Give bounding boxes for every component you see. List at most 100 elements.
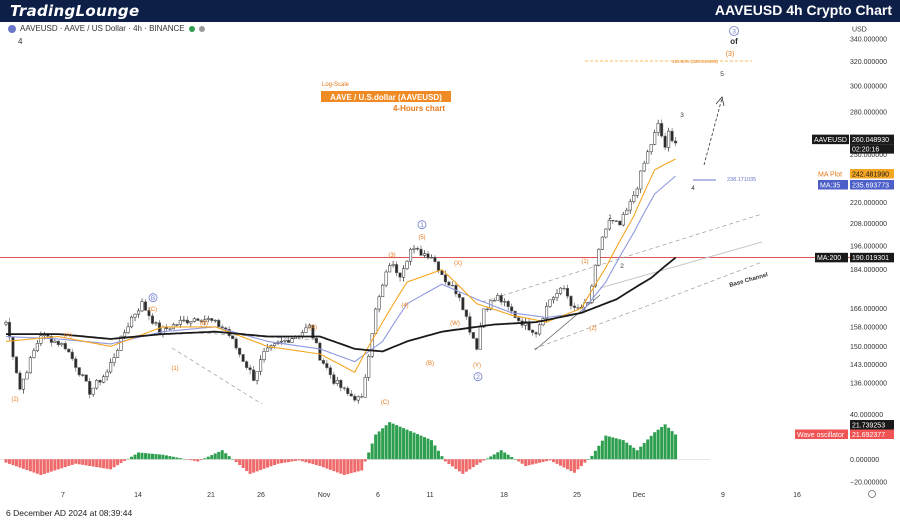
osc-value-tag-bg [850, 429, 894, 439]
base-channel-label: Base Channel [729, 272, 769, 289]
osc-bar [367, 452, 371, 460]
wave-label: 2 [476, 374, 480, 381]
symbol-icon [8, 24, 16, 33]
candle-body [129, 316, 134, 328]
osc-bar [513, 459, 517, 460]
osc-bar [231, 459, 235, 460]
osc-bar [39, 459, 43, 475]
candle-body [25, 372, 29, 380]
candle-body [391, 264, 395, 266]
candle-body [53, 340, 57, 343]
top-paren-3: (3) [726, 51, 735, 58]
osc-bar [457, 459, 461, 472]
wave-label: B [151, 295, 155, 302]
osc-bar [77, 459, 81, 465]
osc-bar [353, 459, 357, 473]
candle-body [534, 332, 538, 335]
symbol-info[interactable]: AAVEUSD · AAVE / US Dollar · 4h · BINANC… [8, 24, 205, 33]
usd-label: USD [852, 26, 867, 33]
wave-label: 1 [420, 222, 424, 229]
osc-bar [642, 443, 646, 460]
channel-lower-line [533, 261, 763, 350]
candle-body [572, 305, 577, 308]
osc-bar [377, 431, 381, 460]
candle-body [628, 201, 632, 211]
wave-label: 5 [720, 71, 724, 78]
candle-body [618, 220, 622, 226]
osc-bar [384, 425, 388, 460]
candle-body [422, 253, 427, 256]
osc-bar [450, 459, 454, 467]
candle-body [600, 236, 604, 250]
osc-bar [157, 454, 161, 460]
osc-bar [541, 459, 545, 462]
candle-body [405, 260, 409, 269]
osc-bar [213, 453, 217, 460]
candle-body [363, 377, 367, 398]
osc-bar [335, 459, 339, 473]
time-tick-label: 18 [500, 492, 508, 499]
osc-bar [126, 458, 130, 460]
osc-bar [95, 459, 99, 468]
osc-bar [478, 459, 482, 463]
candle-body [513, 310, 517, 318]
candle-body [321, 360, 325, 364]
fib-label: 423.60% (320.844065) [672, 59, 718, 64]
candle-body [356, 396, 360, 401]
candle-body [450, 284, 454, 287]
candle-body [133, 313, 137, 318]
candle-body [32, 350, 36, 358]
projection-line [703, 97, 723, 166]
candle-body [593, 264, 597, 287]
candle-body [143, 301, 148, 311]
osc-bar [496, 452, 500, 460]
osc-bar [234, 459, 238, 463]
candle-body [468, 316, 472, 333]
osc-bar [199, 459, 203, 460]
osc-bar [416, 434, 420, 460]
candle-body [646, 151, 650, 164]
osc-bar [273, 459, 277, 466]
candle-body [140, 301, 144, 312]
candle-body [245, 361, 249, 368]
osc-bar [520, 459, 524, 464]
candle-body [185, 319, 189, 324]
candle-body [325, 363, 329, 368]
ma200-line [6, 256, 677, 353]
osc-bar [663, 424, 667, 460]
candle-body [653, 132, 657, 145]
osc-bar [342, 459, 346, 475]
candle-body [175, 324, 179, 326]
osc-bar [286, 459, 290, 463]
candle-body [39, 335, 43, 344]
osc-bar [468, 459, 472, 470]
osc-bar [388, 422, 392, 460]
osc-bar [252, 459, 256, 473]
candle-body [63, 343, 67, 350]
top-of-label: of [730, 37, 738, 46]
osc-bar [534, 459, 538, 464]
moving-averages [5, 158, 677, 374]
osc-bar [674, 434, 678, 460]
candle-body [154, 322, 158, 324]
osc-bar [524, 459, 528, 466]
candle-body [670, 130, 674, 142]
osc-bar [147, 453, 151, 460]
candle-body [91, 387, 95, 395]
ma35-value-tag-bg [850, 180, 894, 190]
osc-bar [269, 459, 273, 467]
osc-bar [332, 459, 336, 472]
osc-bar [621, 440, 625, 460]
wave-label: (2) [11, 397, 18, 403]
candle-body [14, 356, 19, 374]
candle-body [538, 324, 542, 335]
osc-bar [56, 459, 60, 470]
candle-body [667, 130, 671, 148]
countdown-tag: 02:20:16 [852, 147, 879, 154]
top-circle-badge [729, 26, 739, 36]
osc-bar [266, 459, 270, 468]
osc-bar [531, 459, 535, 465]
price-chart[interactable]: Log-Scale AAVE / U.S.dollar (AAVEUSD) 4-… [0, 22, 900, 508]
ma35-line [5, 175, 676, 363]
osc-bar [391, 423, 395, 460]
